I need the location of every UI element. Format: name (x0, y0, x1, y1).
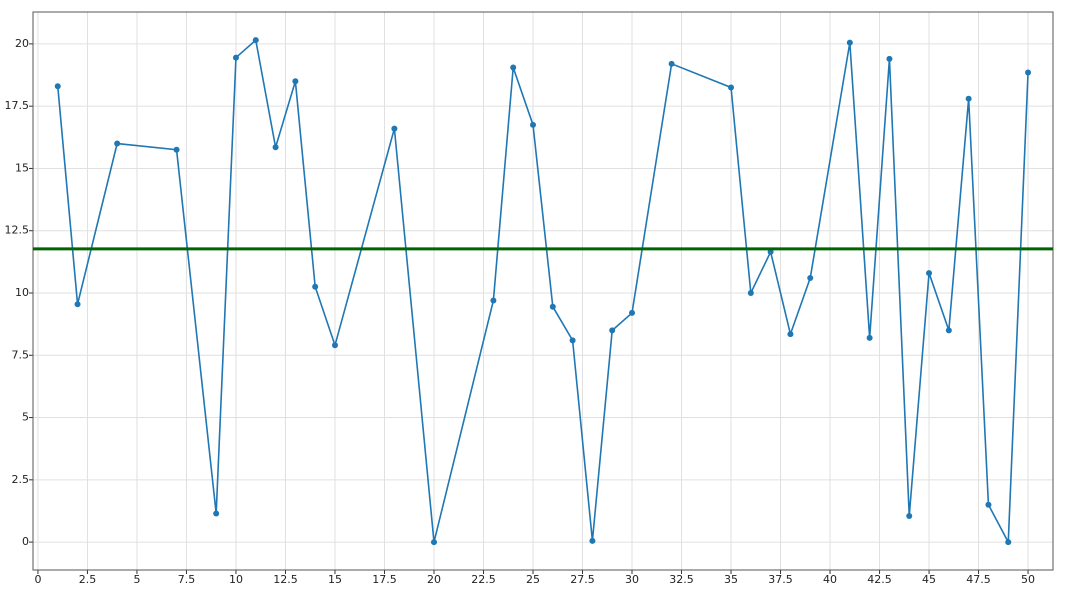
x-tick-label: 47.5 (966, 573, 991, 586)
point (629, 309, 636, 316)
point (312, 283, 319, 290)
point (510, 64, 517, 71)
x-tick-label: 2.5 (79, 573, 97, 586)
y-tick-label: 17.5 (5, 99, 30, 112)
point (846, 39, 853, 46)
point (114, 140, 121, 147)
point (668, 60, 675, 67)
point (609, 327, 616, 334)
point (728, 84, 735, 91)
plot-frame (32, 11, 1054, 571)
point (549, 303, 556, 310)
point (787, 331, 794, 338)
x-tick-label: 50 (1021, 573, 1035, 586)
point (866, 334, 873, 341)
point (331, 342, 338, 349)
y-tick-label: 10 (15, 286, 29, 299)
point (886, 55, 893, 62)
point (490, 297, 497, 304)
point (530, 121, 536, 128)
point (906, 512, 913, 519)
point (213, 510, 220, 517)
y-tick-label: 12.5 (5, 224, 30, 237)
y-tick-label: 5 (22, 411, 29, 424)
point (569, 337, 576, 344)
x-tick-label: 20 (427, 573, 441, 586)
point (945, 327, 952, 334)
x-tick-label: 12.5 (273, 573, 298, 586)
x-tick-label: 30 (625, 573, 639, 586)
point (391, 125, 398, 132)
point (272, 144, 279, 151)
point (54, 83, 61, 90)
x-tick-label: 15 (328, 573, 342, 586)
y-tick-label: 0 (22, 535, 29, 548)
x-tick-label: 5 (133, 573, 140, 586)
point (232, 54, 239, 61)
x-tick-label: 22.5 (471, 573, 496, 586)
x-tick-label: 35 (724, 573, 738, 586)
point (252, 37, 259, 44)
point (292, 78, 299, 85)
point (1005, 539, 1012, 546)
x-tick-label: 17.5 (372, 573, 397, 586)
point (807, 275, 814, 282)
point (965, 95, 972, 102)
point (985, 501, 992, 508)
point (1025, 69, 1032, 76)
x-tick-label: 42.5 (867, 573, 892, 586)
y-tick-label: 7.5 (12, 348, 30, 361)
x-tick-label: 10 (229, 573, 243, 586)
point (173, 146, 180, 153)
x-tick-label: 25 (526, 573, 540, 586)
x-tick-label: 37.5 (768, 573, 793, 586)
point (747, 289, 754, 296)
point (926, 270, 933, 277)
point (430, 539, 437, 546)
y-tick-label: 15 (15, 161, 29, 174)
y-tick-label: 20 (15, 37, 29, 50)
x-tick-label: 45 (922, 573, 936, 586)
x-tick-label: 7.5 (178, 573, 196, 586)
line (56, 38, 1029, 546)
y-tick-label: 2.5 (12, 473, 30, 486)
x-tick-label: 0 (34, 573, 41, 586)
x-tick-label: 40 (823, 573, 837, 586)
x-tick-label: 32.5 (669, 573, 694, 586)
point (589, 537, 596, 544)
x-tick-label: 27.5 (570, 573, 595, 586)
point (74, 301, 81, 308)
